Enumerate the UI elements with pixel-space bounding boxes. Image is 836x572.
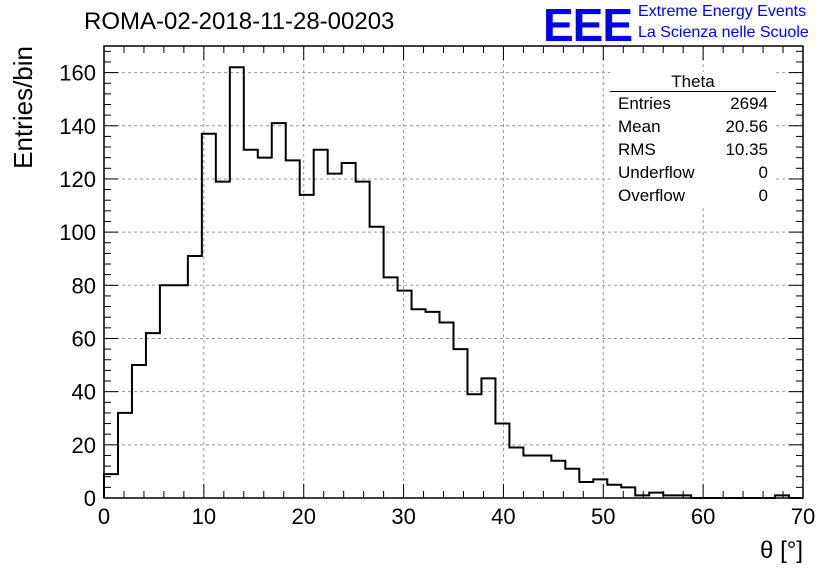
- histogram-bin: [412, 309, 426, 498]
- x-tick-label: 40: [491, 504, 515, 529]
- histogram-bin: [426, 312, 440, 498]
- stats-label: Overflow: [618, 186, 686, 205]
- x-tick-label: 20: [291, 504, 315, 529]
- x-tick-label: 30: [391, 504, 415, 529]
- y-tick-label: 40: [72, 380, 96, 405]
- histogram-bin: [342, 163, 356, 498]
- y-tick-label: 160: [59, 61, 96, 86]
- histogram-bin: [104, 474, 118, 498]
- histogram-bin: [202, 134, 216, 498]
- histogram-bin: [216, 182, 230, 498]
- stats-label: Underflow: [618, 163, 695, 182]
- eee-logo: EEE: [543, 0, 633, 51]
- stats-value: 0: [758, 186, 768, 205]
- y-tick-label: 100: [59, 220, 96, 245]
- histogram-bin: [523, 455, 537, 498]
- logo-line-2: La Scienza nelle Scuole: [638, 24, 809, 41]
- y-tick-label: 60: [72, 326, 96, 351]
- histogram-series-line: [103, 66, 803, 499]
- stats-row-mean: Mean 20.56: [610, 115, 776, 138]
- y-tick-label: 80: [72, 273, 96, 298]
- histogram-bin: [272, 123, 286, 498]
- x-axis-label: θ [°]: [760, 537, 803, 564]
- histogram-bin: [495, 424, 509, 498]
- y-tick-label: 20: [72, 433, 96, 458]
- stats-row-rms: RMS 10.35: [610, 138, 776, 161]
- y-tick-label: 140: [59, 114, 96, 139]
- histogram-bin: [118, 413, 132, 498]
- x-tick-label: 70: [791, 504, 815, 529]
- histogram-bin: [328, 174, 342, 498]
- x-tick-label: 60: [691, 504, 715, 529]
- histogram-bin: [384, 277, 398, 498]
- histogram-bin: [300, 195, 314, 498]
- histogram-bin: [440, 323, 454, 498]
- stats-label: Mean: [618, 117, 661, 136]
- stats-value: 2694: [730, 94, 768, 113]
- y-tick-label: 0: [84, 486, 96, 511]
- histogram-bin: [467, 394, 481, 498]
- logo-line-1: Extreme Energy Events: [638, 3, 807, 20]
- chart-title: ROMA-02-2018-11-28-00203: [84, 8, 395, 35]
- stats-value: 0: [758, 163, 768, 182]
- histogram-bin: [537, 455, 551, 498]
- histogram-bin: [649, 493, 663, 498]
- histogram-bin: [370, 227, 384, 498]
- histogram-bin: [188, 256, 202, 498]
- stats-row-underflow: Underflow 0: [610, 161, 776, 184]
- histogram-bin: [286, 160, 300, 498]
- x-tick-label: 0: [98, 504, 110, 529]
- histogram-bin: [258, 158, 272, 498]
- histogram-bin: [244, 150, 258, 498]
- histogram-bin: [398, 291, 412, 498]
- histogram-bin: [314, 150, 328, 498]
- histogram-bin: [230, 67, 244, 498]
- plot-frame: [103, 45, 804, 499]
- histogram-bin: [607, 485, 621, 498]
- histogram-bin: [565, 469, 579, 498]
- histogram-bin: [509, 447, 523, 498]
- histogram-bin: [481, 378, 495, 498]
- y-axis-label: Entries/bin: [8, 46, 38, 169]
- histogram-bin: [132, 365, 146, 498]
- histogram-bin: [454, 349, 468, 498]
- histogram-bin: [146, 333, 160, 498]
- stats-label: Entries: [618, 94, 671, 113]
- stats-row-entries: Entries 2694: [610, 92, 776, 115]
- histogram-bin: [593, 479, 607, 498]
- histogram-bin: [160, 285, 174, 498]
- stats-box: Theta Entries 2694 Mean 20.56 RMS 10.35 Underf…: [610, 72, 776, 207]
- y-tick-label: 120: [59, 167, 96, 192]
- x-tick-label: 50: [591, 504, 615, 529]
- stats-value: 10.35: [725, 140, 768, 159]
- stats-title: Theta: [610, 72, 776, 92]
- histogram-bin: [356, 182, 370, 498]
- histogram-bin: [579, 482, 593, 498]
- stats-value: 20.56: [725, 117, 768, 136]
- histogram-bin: [174, 285, 188, 498]
- stats-row-overflow: Overflow 0: [610, 184, 776, 207]
- stats-label: RMS: [618, 140, 656, 159]
- x-tick-label: 10: [192, 504, 216, 529]
